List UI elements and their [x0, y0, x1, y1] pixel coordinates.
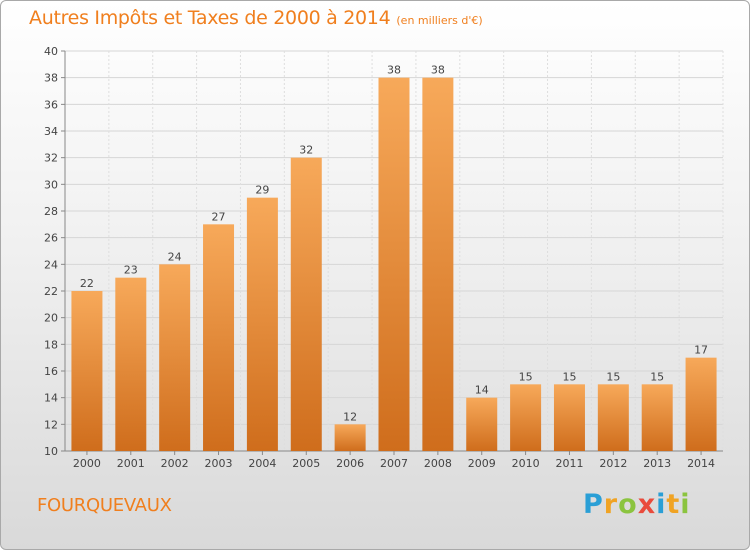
bar-2004 [246, 197, 278, 451]
y-tick-label: 10 [44, 445, 58, 458]
logo-letter: t [666, 489, 681, 520]
y-tick-label: 26 [44, 232, 58, 245]
y-tick-label: 16 [44, 365, 58, 378]
y-tick-label: 32 [44, 152, 58, 165]
data-label: 15 [650, 370, 664, 383]
data-label: 24 [168, 250, 182, 263]
y-tick-label: 18 [44, 338, 58, 351]
data-label: 27 [212, 210, 226, 223]
bar-2011 [553, 384, 585, 451]
x-tick-label: 2002 [161, 457, 189, 470]
bar-2000 [71, 291, 103, 451]
logo-letter: P [583, 489, 604, 520]
y-tick-label: 38 [44, 72, 58, 85]
x-tick-label: 2005 [292, 457, 320, 470]
y-tick-label: 12 [44, 418, 58, 431]
data-label: 22 [80, 277, 94, 290]
x-tick-label: 2012 [599, 457, 627, 470]
x-tick-label: 2003 [205, 457, 233, 470]
x-tick-label: 2010 [512, 457, 540, 470]
bar-2007 [378, 77, 410, 452]
y-tick-label: 36 [44, 98, 58, 111]
proxiti-logo: Proxiti [583, 489, 691, 520]
x-tick-label: 2009 [468, 457, 496, 470]
y-tick-label: 40 [44, 45, 58, 58]
bar-2006 [334, 424, 366, 451]
x-tick-label: 2011 [555, 457, 583, 470]
data-label: 15 [606, 370, 620, 383]
title-row: Autres Impôts et Taxes de 2000 à 2014 (en… [29, 7, 483, 29]
x-tick-label: 2004 [248, 457, 276, 470]
bar-2009 [466, 397, 498, 451]
bar-2012 [597, 384, 629, 451]
y-tick-label: 20 [44, 312, 58, 325]
data-label: 14 [475, 384, 489, 397]
chart-unit: (en milliers d'€) [396, 14, 483, 27]
data-label: 32 [299, 144, 313, 157]
logo-letter: o [618, 489, 638, 520]
bar-2010 [510, 384, 542, 451]
x-tick-label: 2014 [687, 457, 715, 470]
data-label: 29 [255, 184, 269, 197]
data-label: 17 [694, 344, 708, 357]
logo-letter: x [637, 489, 657, 520]
logo-letter: i [680, 489, 691, 520]
data-label: 15 [562, 370, 576, 383]
bar-2005 [290, 157, 322, 451]
y-tick-label: 34 [44, 125, 58, 138]
y-tick-label: 14 [44, 392, 58, 405]
x-tick-label: 2006 [336, 457, 364, 470]
data-label: 15 [519, 370, 533, 383]
data-label: 12 [343, 410, 357, 423]
y-tick-label: 22 [44, 285, 58, 298]
logo-letter: i [656, 489, 667, 520]
bar-2014 [685, 357, 717, 451]
data-label: 38 [431, 64, 445, 77]
bar-2008 [422, 77, 454, 452]
x-tick-label: 2007 [380, 457, 408, 470]
x-tick-label: 2000 [73, 457, 101, 470]
x-tick-label: 2008 [424, 457, 452, 470]
location-label: FOURQUEVAUX [37, 495, 172, 516]
bar-2013 [641, 384, 673, 451]
bar-2003 [203, 224, 235, 451]
y-tick-label: 24 [44, 258, 58, 271]
x-tick-label: 2001 [117, 457, 145, 470]
data-label: 23 [124, 264, 138, 277]
bar-2001 [115, 277, 147, 451]
data-labels: 22 23 24 27 29 32 12 38 38 14 15 15 15 15 17 [80, 64, 708, 424]
bar-2002 [159, 264, 191, 451]
chart-title: Autres Impôts et Taxes de 2000 à 2014 [29, 7, 391, 29]
x-tick-label: 2013 [643, 457, 671, 470]
data-label: 38 [387, 64, 401, 77]
logo-letter: r [603, 489, 619, 520]
y-tick-label: 30 [44, 178, 58, 191]
y-tick-label: 28 [44, 205, 58, 218]
bars [71, 77, 717, 452]
